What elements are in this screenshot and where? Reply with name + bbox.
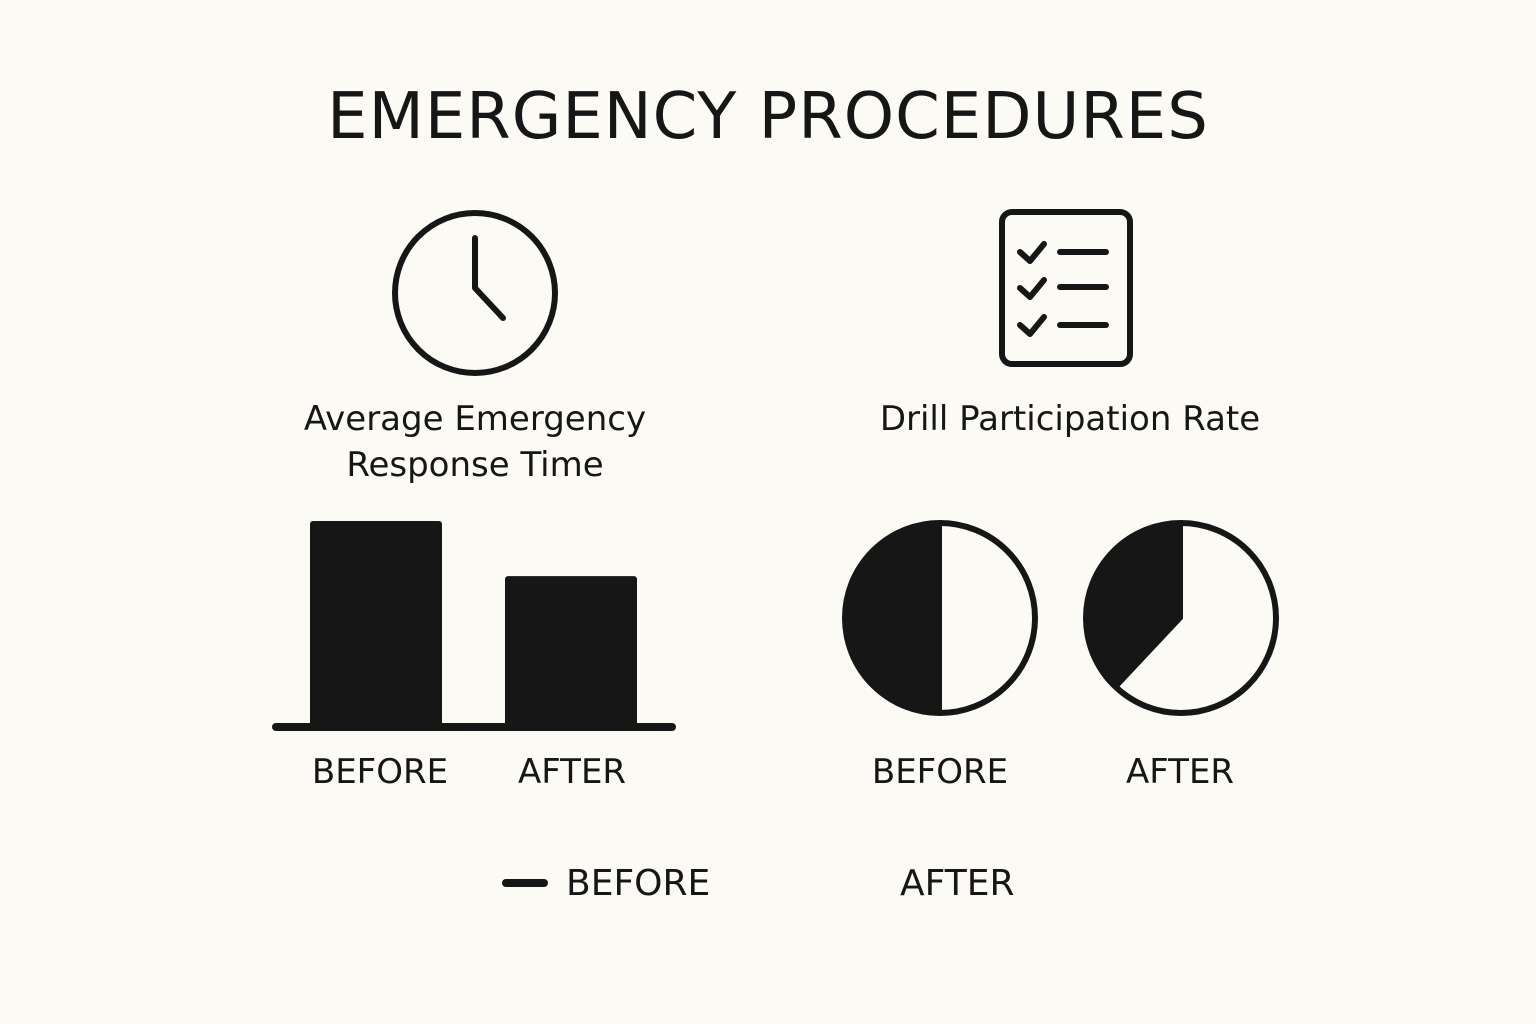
pie-category-label-before: BEFORE <box>871 752 1009 792</box>
legend-label-after: AFTER <box>900 862 1015 904</box>
legend-item-before: BEFORE <box>502 860 710 906</box>
pie-category-label-after: AFTER <box>1125 752 1235 792</box>
pie-outline <box>842 520 1038 716</box>
pie-slice-filled <box>843 521 942 715</box>
legend-swatch-before <box>502 879 548 887</box>
bar-category-label-before: BEFORE <box>311 752 449 792</box>
bar-category-label-after: AFTER <box>517 752 627 792</box>
response-time-label-line-2: Response Time <box>346 445 604 485</box>
page-title: EMERGENCY PROCEDURES <box>327 80 1209 154</box>
bar-before <box>310 521 442 727</box>
bar-after <box>505 576 637 727</box>
participation-rate-label: Drill Participation Rate <box>879 399 1261 439</box>
legend-label-before: BEFORE <box>566 862 711 904</box>
response-time-label: Average Emergency Response Time <box>250 396 700 488</box>
pie-after <box>1083 520 1279 716</box>
clock-icon <box>392 210 558 376</box>
checklist-icon <box>999 209 1133 367</box>
pie-outline <box>1083 520 1279 716</box>
response-time-label-line-1: Average Emergency <box>303 399 647 439</box>
pie-before <box>842 520 1038 716</box>
legend-item-after: AFTER <box>900 860 1014 906</box>
